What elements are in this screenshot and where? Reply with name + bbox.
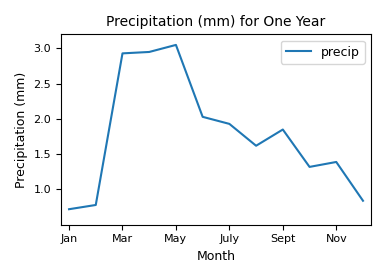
precip (200, 115, 205, 118)
X-axis label: Month: Month (196, 250, 235, 263)
precip (307, 165, 312, 168)
Line: precip: precip (69, 45, 363, 209)
precip (174, 43, 178, 47)
Legend: precip: precip (281, 41, 365, 64)
Title: Precipitation (mm) for One Year: Precipitation (mm) for One Year (107, 15, 326, 29)
precip (281, 128, 285, 131)
precip (67, 208, 71, 211)
precip (334, 160, 339, 164)
precip (361, 199, 365, 202)
precip (227, 122, 232, 126)
precip (254, 144, 258, 147)
Y-axis label: Precipitation (mm): Precipitation (mm) (15, 71, 28, 188)
precip (120, 52, 125, 55)
precip (147, 50, 152, 54)
precip (93, 203, 98, 207)
